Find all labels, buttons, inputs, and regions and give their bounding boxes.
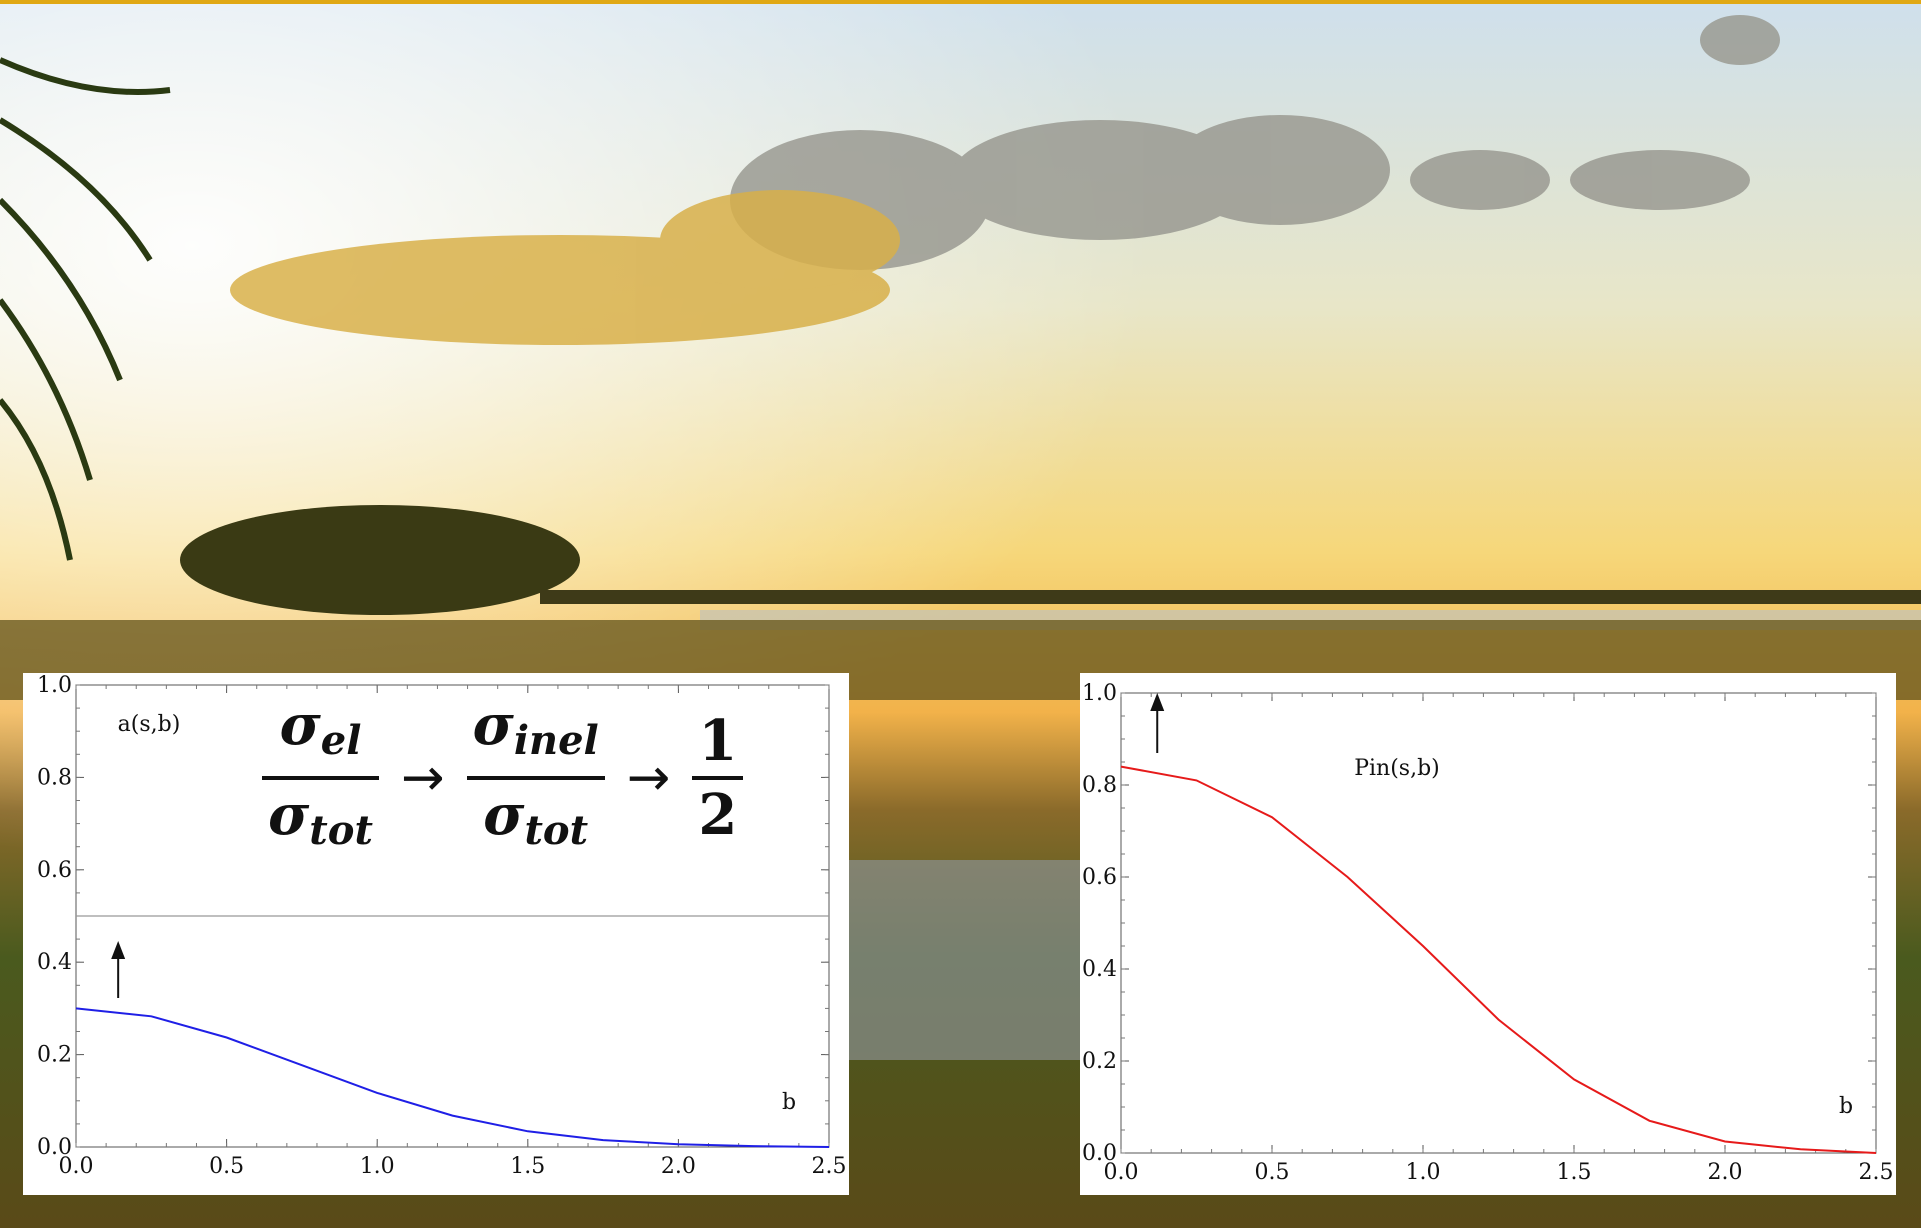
x-axis-label: b <box>1839 1094 1853 1119</box>
x-tick-label: 0.0 <box>59 1154 94 1179</box>
y-tick-label: 0.0 <box>1082 1141 1117 1166</box>
y-tick-label: 0.6 <box>1082 865 1117 890</box>
chart-panel-amplitude: 0.0 0.5 1.0 1.5 2.0 2.5 0.0 0.2 0.4 0.6 0.8 1.0 a(s,… <box>23 673 849 1195</box>
sigma-el-over-sigma-tot: σel σtot <box>262 694 379 862</box>
x-tick-label: 1.0 <box>1406 1160 1441 1185</box>
y-tick-label: 1.0 <box>37 673 72 698</box>
amplitude-chart: 0.0 0.5 1.0 1.5 2.0 2.5 0.0 0.2 0.4 0.6 0.8 1.0 a(s,… <box>37 673 847 1179</box>
y-axis-label: a(s,b) <box>118 712 181 737</box>
y-tick-label: 0.2 <box>1082 1049 1117 1074</box>
one-half: 1 2 <box>692 710 744 846</box>
x-tick-label: 2.0 <box>661 1154 696 1179</box>
x-tick-label: 1.5 <box>1557 1160 1592 1185</box>
cross-section-ratio-formula: σel σtot → σinel σtot → 1 2 <box>248 694 757 854</box>
series-line <box>1120 765 1877 1154</box>
y-tick-label: 0.0 <box>37 1135 72 1160</box>
x-axis-label: b <box>782 1090 796 1115</box>
y-tick-label: 1.0 <box>1082 681 1117 706</box>
up-arrow-head <box>111 941 126 959</box>
y-tick-label: 0.6 <box>37 858 72 883</box>
plot-frame <box>1120 692 1877 1154</box>
y-axis-label: Pin(s,b) <box>1354 756 1440 781</box>
x-tick-label: 1.0 <box>360 1154 395 1179</box>
y-tick-label: 0.2 <box>37 1043 72 1068</box>
y-tick-label: 0.4 <box>37 950 72 975</box>
x-tick-label: 0.5 <box>209 1154 244 1179</box>
limit-arrow: → <box>400 748 445 808</box>
up-arrow-head <box>1150 693 1165 711</box>
y-tick-label: 0.4 <box>1082 957 1117 982</box>
x-tick-label: 0.0 <box>1104 1160 1139 1185</box>
x-tick-label: 2.5 <box>812 1154 847 1179</box>
y-tick-label: 0.8 <box>37 765 72 790</box>
x-tick-label: 0.5 <box>1255 1160 1290 1185</box>
sigma-inel-over-sigma-tot: σinel σtot <box>466 694 605 862</box>
chart-panel-inelastic-probability: 0.0 0.5 1.0 1.5 2.0 2.5 0.0 0.2 0.4 0.6 0.8 1.0 Pin(… <box>1080 673 1896 1195</box>
y-tick-label: 0.8 <box>1082 773 1117 798</box>
series-line <box>75 1007 830 1148</box>
inelastic-probability-chart: 0.0 0.5 1.0 1.5 2.0 2.5 0.0 0.2 0.4 0.6 0.8 1.0 Pin(… <box>1082 681 1894 1185</box>
x-tick-label: 1.5 <box>510 1154 545 1179</box>
x-tick-label: 2.5 <box>1859 1160 1894 1185</box>
x-tick-label: 2.0 <box>1708 1160 1743 1185</box>
limit-arrow: → <box>626 748 671 808</box>
